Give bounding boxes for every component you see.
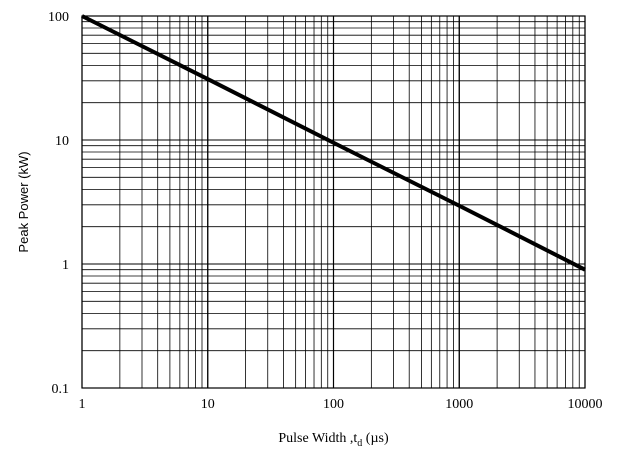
x-axis-title: Pulse Width ,td (µs) [278, 431, 389, 449]
series-line-1 [81, 14, 586, 272]
y-tick-labels: 0.1 1 10 100 [48, 10, 69, 397]
x-axis-title-main: Pulse Width ,t [278, 431, 357, 446]
y-tick-label: 10 [55, 134, 69, 149]
x-tick-label: 10 [201, 397, 215, 412]
x-tick-label: 100 [323, 397, 344, 412]
x-axis-title-subscript: d [357, 438, 362, 449]
y-tick-label: 100 [48, 10, 69, 25]
x-tick-labels: 1 10 100 1000 10000 [79, 397, 603, 412]
y-tick-label: 1 [62, 258, 69, 273]
x-tick-label: 1000 [445, 397, 473, 412]
y-tick-label: 0.1 [52, 382, 70, 397]
x-tick-label: 1 [79, 397, 86, 412]
x-axis-title-unit: (µs) [362, 431, 389, 446]
x-tick-label: 10000 [568, 397, 603, 412]
plot-frame [81, 15, 586, 389]
series-layer [81, 14, 586, 272]
y-axis-title: Peak Power (kW) [16, 151, 31, 252]
